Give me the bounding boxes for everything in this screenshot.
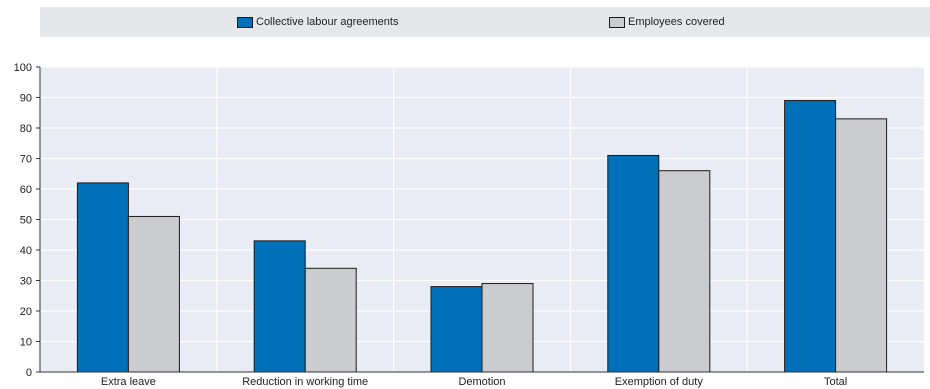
legend-label-employees-covered: Employees covered: [628, 16, 725, 28]
bar: [784, 100, 837, 373]
legend-item-employees-covered: Employees covered: [609, 15, 725, 29]
y-tick-label: 30: [20, 276, 32, 288]
bar: [127, 215, 180, 373]
y-tick-label: 20: [20, 306, 32, 318]
y-tick-label: 50: [20, 215, 32, 227]
legend-label-collective-labour-agreements: Collective labour agreements: [256, 16, 399, 28]
bar: [430, 286, 483, 373]
x-tick-label: Exemption of duty: [615, 376, 704, 388]
y-tick-label: 40: [20, 245, 32, 257]
y-tick-label: 60: [20, 184, 32, 196]
y-tick-label: 70: [20, 154, 32, 166]
y-tick-label: 90: [20, 93, 32, 105]
legend-swatch-employees-covered: [609, 16, 625, 28]
legend-swatch-collective-labour-agreements: [237, 16, 253, 28]
x-tick-label: Reduction in working time: [242, 376, 368, 388]
legend-item-collective-labour-agreements: Collective labour agreements: [237, 15, 398, 29]
chart-legend: Collective labour agreements Employees c…: [40, 7, 930, 37]
x-tick-label: Total: [824, 376, 847, 388]
bar: [658, 170, 711, 373]
y-tick-label: 10: [20, 337, 32, 349]
y-tick-label: 80: [20, 123, 32, 135]
y-tick-label: 100: [14, 62, 32, 74]
bar: [253, 240, 306, 373]
bar: [304, 267, 357, 373]
x-tick-label: Extra leave: [101, 376, 156, 388]
bar: [76, 182, 129, 373]
bar: [481, 283, 534, 373]
y-tick-label: 0: [26, 367, 32, 379]
x-tick-label: Demotion: [458, 376, 505, 388]
bar: [607, 154, 660, 373]
bar: [835, 118, 888, 373]
